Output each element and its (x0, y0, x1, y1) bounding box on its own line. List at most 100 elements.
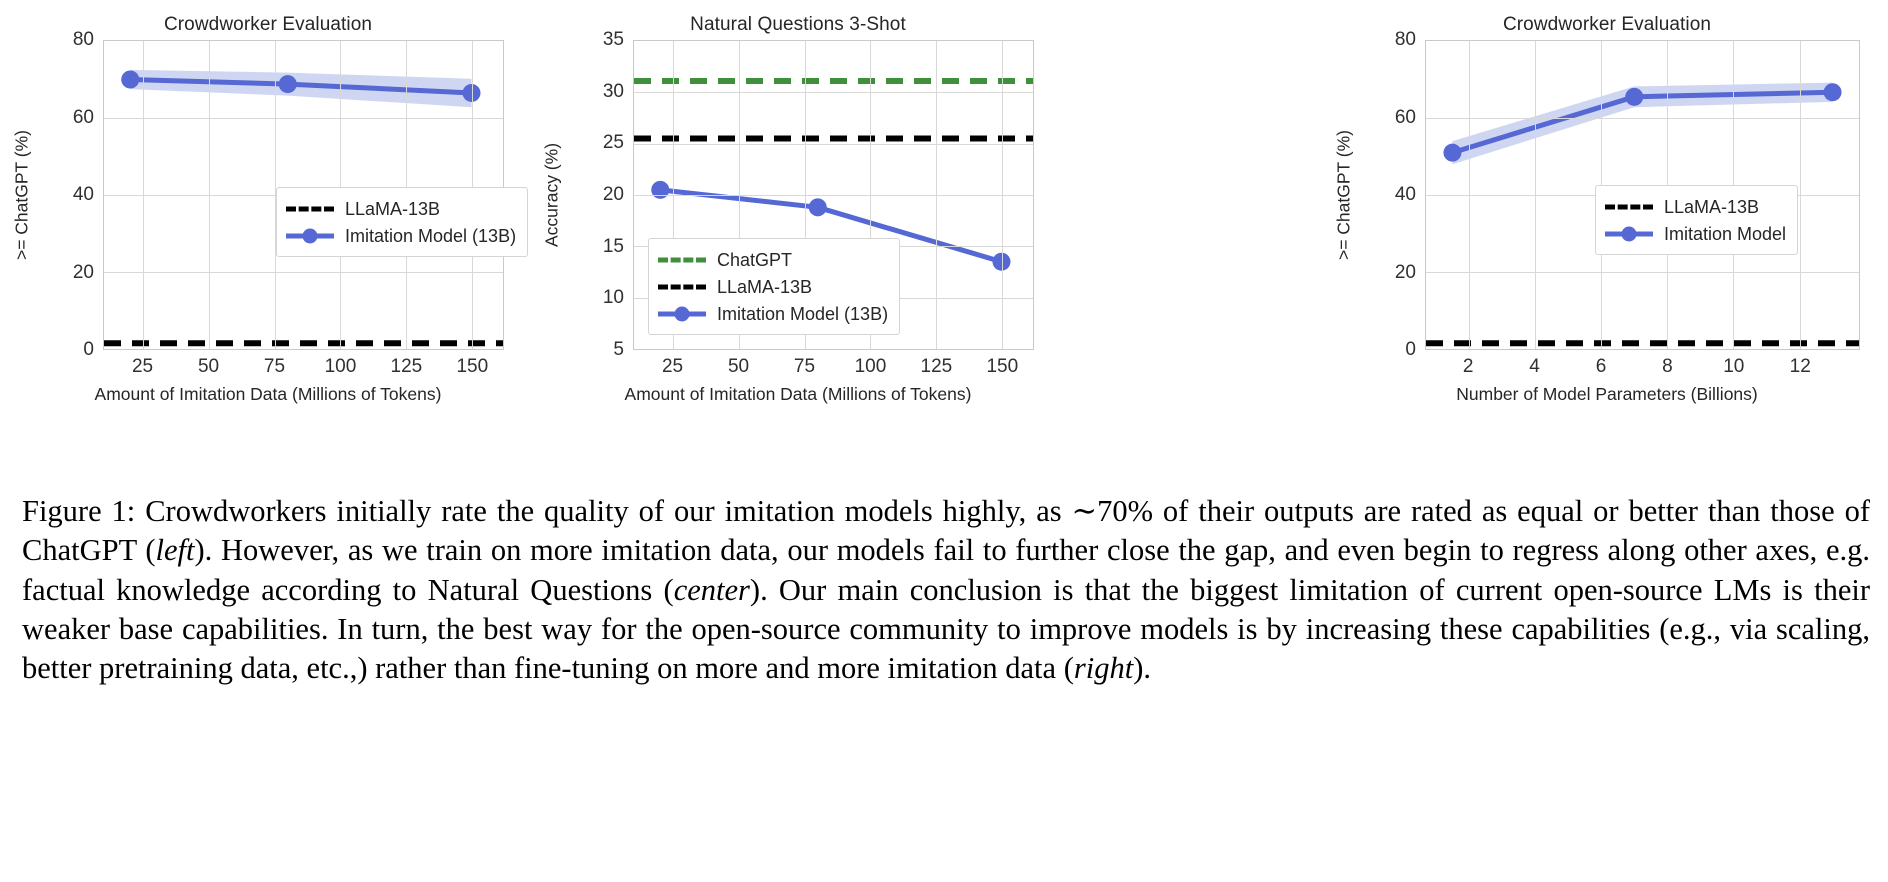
legend-marker-icon (674, 306, 690, 321)
chart-title-right: Crowdworker Evaluation (1502, 14, 1712, 35)
chart-title-center: Natural Questions 3-Shot (690, 14, 906, 35)
legend-right: LLaMA-13B Imitation Model (1595, 185, 1799, 255)
legend-item[interactable]: LLaMA-13B (658, 273, 888, 300)
data-point-marker (1625, 87, 1644, 106)
y-tick-label: 20 (1394, 261, 1416, 283)
x-tick-label: 50 (727, 356, 750, 377)
data-point-marker (1443, 143, 1462, 162)
y-axis-label-right: >= ChatGPT (%) (1333, 129, 1354, 261)
series-svg-right (1426, 82, 1859, 349)
y-tick-label: 35 (602, 29, 624, 50)
legend-key-dashed (658, 278, 706, 296)
legend-key-line-marker (286, 227, 334, 245)
x-tick-label: 25 (131, 356, 154, 377)
caption-emphasis: right (1073, 651, 1134, 686)
legend-item[interactable]: ChatGPT (658, 246, 888, 273)
legend-center: ChatGPT LLaMA-13B Imitation Model (13B) (648, 238, 901, 335)
legend-item[interactable]: Imitation Model (13B) (286, 222, 516, 249)
y-tick-label: 30 (602, 80, 624, 102)
y-tick-label: 60 (1394, 106, 1416, 128)
gridline-horizontal (104, 118, 503, 119)
gridline-horizontal (1426, 272, 1859, 273)
legend-dashed-line-icon (286, 206, 334, 211)
figure-caption: Figure 1: Crowdworkers initially rate th… (22, 494, 1871, 686)
legend-item[interactable]: LLaMA-13B (1605, 193, 1786, 220)
y-tick-label: 80 (1394, 29, 1416, 50)
x-tick-label: 125 (920, 356, 953, 377)
x-axis-label-right: Number of Model Parameters (Billions) (1456, 384, 1758, 404)
chart-panel-center: Natural Questions 3-Shot Accuracy (%) 5 1… (542, 0, 1048, 480)
x-tick-label: 25 (661, 356, 684, 377)
legend-dashed-line-icon (1605, 204, 1653, 209)
data-point-marker (278, 75, 297, 94)
legend-label: Imitation Model (13B) (717, 303, 889, 324)
legend-dashed-line-icon (658, 284, 706, 289)
gridline-horizontal (104, 272, 503, 273)
gridline-horizontal (634, 92, 1033, 94)
legend-key-dashed (286, 200, 334, 218)
x-tick-label: 6 (1595, 356, 1607, 377)
x-tick-label: 125 (390, 356, 423, 377)
legend-label: LLaMA-13B (717, 276, 813, 297)
caption-emphasis: left (155, 533, 195, 568)
x-tick-label: 2 (1462, 356, 1474, 377)
legend-item[interactable]: Imitation Model (1605, 220, 1786, 247)
legend-label: ChatGPT (717, 249, 793, 270)
x-tick-label: 150 (986, 356, 1019, 377)
y-tick-label: 25 (602, 132, 624, 154)
x-tick-label: 4 (1529, 356, 1540, 377)
x-tick-label: 75 (793, 356, 816, 377)
confidence-band (1452, 82, 1833, 165)
data-point-marker (808, 198, 827, 217)
legend-label: LLaMA-13B (345, 198, 441, 219)
x-tick-label: 100 (324, 356, 357, 377)
legend-label: Imitation Model (1664, 223, 1787, 244)
x-axis-label-left: Amount of Imitation Data (Millions of To… (94, 384, 442, 404)
y-axis-label-center: Accuracy (%) (541, 142, 562, 248)
legend-key-dashed (658, 251, 706, 269)
x-tick-label: 50 (197, 356, 220, 377)
data-point-marker (651, 180, 670, 199)
x-tick-label: 10 (1723, 356, 1745, 377)
legend-key-dashed (1605, 198, 1653, 216)
y-tick-label: 40 (1394, 184, 1416, 205)
confidence-band (130, 69, 472, 108)
x-axis-label-center: Amount of Imitation Data (Millions of To… (624, 384, 972, 404)
y-tick-label: 40 (72, 184, 94, 205)
y-tick-label: 5 (613, 339, 624, 360)
x-tick-label: 100 (854, 356, 887, 377)
legend-key-line-marker (1605, 225, 1653, 243)
y-tick-label: 10 (602, 287, 624, 309)
caption-emphasis: center (673, 572, 750, 607)
y-axis-label-left: >= ChatGPT (%) (11, 129, 32, 261)
legend-marker-icon (1621, 226, 1637, 241)
x-tick-label: 150 (456, 356, 489, 377)
x-tick-label: 8 (1662, 356, 1673, 377)
x-tick-group-right: 2 4 6 8 10 12 (1425, 350, 1860, 384)
data-point-marker (121, 70, 140, 89)
legend-item[interactable]: Imitation Model (13B) (658, 300, 888, 327)
gridline-horizontal (634, 195, 1033, 196)
y-tick-label: 0 (83, 339, 94, 360)
legend-key-line-marker (658, 305, 706, 323)
y-tick-label: 20 (602, 184, 624, 205)
y-tick-label: 20 (72, 261, 94, 283)
x-tick-group-left: 25 50 75 100 125 150 (103, 350, 504, 384)
chart-title-left: Crowdworker Evaluation (163, 14, 373, 35)
y-tick-label: 80 (72, 29, 94, 50)
x-tick-group-center: 25 50 75 100 125 150 (633, 350, 1034, 384)
legend-label: Imitation Model (13B) (345, 225, 517, 246)
y-tick-label: 15 (602, 235, 624, 257)
gridline-horizontal (1426, 118, 1859, 119)
x-tick-label: 75 (263, 356, 286, 377)
chart-panel-right: Crowdworker Evaluation >= ChatGPT (%) 0 2… (1334, 0, 1874, 480)
legend-label: LLaMA-13B (1664, 196, 1760, 217)
legend-left: LLaMA-13B Imitation Model (13B) (276, 187, 529, 257)
series-svg-left (104, 69, 503, 349)
legend-item[interactable]: LLaMA-13B (286, 195, 516, 222)
y-tick-label: 0 (1405, 339, 1416, 360)
y-tick-label: 60 (72, 106, 94, 128)
legend-marker-icon (302, 228, 318, 243)
